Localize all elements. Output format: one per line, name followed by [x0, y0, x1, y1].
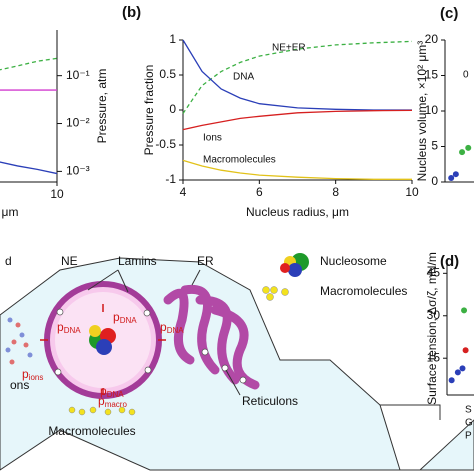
series-line — [0, 161, 58, 175]
point — [465, 144, 472, 151]
pressure-subscript: ions — [29, 373, 44, 382]
annotation: P — [465, 431, 472, 442]
pressure-label: pDNA — [113, 310, 137, 325]
diagram-label: Reticulons — [242, 394, 298, 408]
pressure-symbol: p — [113, 310, 120, 324]
pressure-subscript: DNA — [120, 316, 138, 325]
y-tick-label: 10⁻³ — [66, 164, 90, 178]
series-name: Macromolecules — [203, 155, 276, 166]
y-tick-label: 0.5 — [159, 67, 176, 81]
series-line — [182, 159, 412, 180]
y-tick-label: 10⁻¹ — [66, 68, 90, 82]
diagram-label: d — [5, 254, 12, 268]
pressure-subscript: DNA — [64, 326, 82, 335]
point — [459, 149, 466, 156]
y-tick-label: 0 — [169, 102, 176, 116]
y-axis-label: Surface tension, Δσ/ζ, mN/m — [425, 252, 439, 405]
series-name: DNA — [233, 72, 254, 83]
panel-label: (b) — [122, 4, 141, 21]
point — [452, 171, 459, 178]
y-tick-label: 15 — [425, 68, 439, 82]
pressure-label: pDNA — [160, 320, 184, 335]
y-axis-label: Nucleus volume, ×10² μm³ — [415, 41, 429, 182]
diagram-label: NE — [61, 254, 78, 268]
diagram-label: Macromolecules — [320, 284, 407, 298]
point — [454, 369, 461, 376]
series-line — [182, 109, 413, 131]
panel-label: (c) — [440, 5, 458, 22]
pressure-subscript: macro — [105, 400, 128, 409]
point — [448, 377, 455, 384]
annotation: 0 — [463, 70, 469, 81]
point — [459, 365, 466, 372]
diagram-label: Nucleosome — [320, 254, 387, 268]
point — [461, 307, 468, 314]
diagram: d NE Lamins ER Nucleosome Macromolecules Macro… — [0, 253, 474, 471]
diagram-label: Lamins — [118, 254, 157, 268]
x-axis-label: Nucleus radius, μm — [246, 205, 349, 219]
pressure-symbol: p — [57, 320, 64, 334]
y-axis-label: Pressure, atm — [95, 69, 109, 144]
y-tick-label: 5 — [431, 139, 438, 153]
y-tick-label: 45 — [427, 265, 441, 279]
y-tick-label: 20 — [425, 32, 439, 46]
y-tick-label: -0.5 — [155, 137, 176, 151]
pressure-subscript: DNA — [167, 326, 185, 335]
diagram-label: ER — [197, 254, 214, 268]
x-tick-label: 8 — [332, 185, 339, 199]
series-line — [0, 57, 58, 71]
x-tick-label: 6 — [256, 185, 263, 199]
series-name: NE+ER — [272, 43, 306, 54]
panel-label: (d) — [440, 253, 459, 270]
series-line — [182, 40, 413, 114]
pressure-symbol: p — [22, 367, 29, 381]
pressure-symbol: p — [100, 384, 107, 398]
annotation: S — [465, 405, 472, 416]
y-axis-label: Pressure fraction — [142, 65, 156, 156]
pressure-label: pDNA — [100, 384, 124, 399]
y-tick-label: 10⁻² — [66, 116, 90, 130]
pressure-label: pDNA — [57, 320, 81, 335]
y-tick-label: 15 — [427, 350, 441, 364]
y-tick-label: 10 — [425, 103, 439, 117]
y-tick-label: 30 — [427, 308, 441, 322]
pressure-symbol: p — [98, 394, 105, 408]
pressure-label: pions — [22, 367, 43, 382]
series-line — [182, 39, 412, 111]
annotation: G — [465, 418, 473, 429]
pressure-subscript: DNA — [107, 390, 125, 399]
pressure-symbol: p — [160, 320, 167, 334]
x-tick-label: 10 — [405, 185, 419, 199]
y-tick-label: -1 — [165, 172, 176, 186]
x-tick-label: 10 — [50, 187, 64, 201]
x-axis-label: μm — [2, 205, 19, 219]
point — [448, 175, 455, 182]
point — [462, 347, 469, 354]
y-tick-label: 0 — [431, 174, 438, 188]
diagram-label: ons — [10, 378, 29, 392]
diagram-label: Macromolecules — [48, 424, 135, 438]
y-tick-label: 1 — [169, 32, 176, 46]
pressure-label: pmacro — [98, 394, 127, 409]
series-name: Ions — [203, 133, 222, 144]
x-tick-label: 4 — [180, 185, 187, 199]
